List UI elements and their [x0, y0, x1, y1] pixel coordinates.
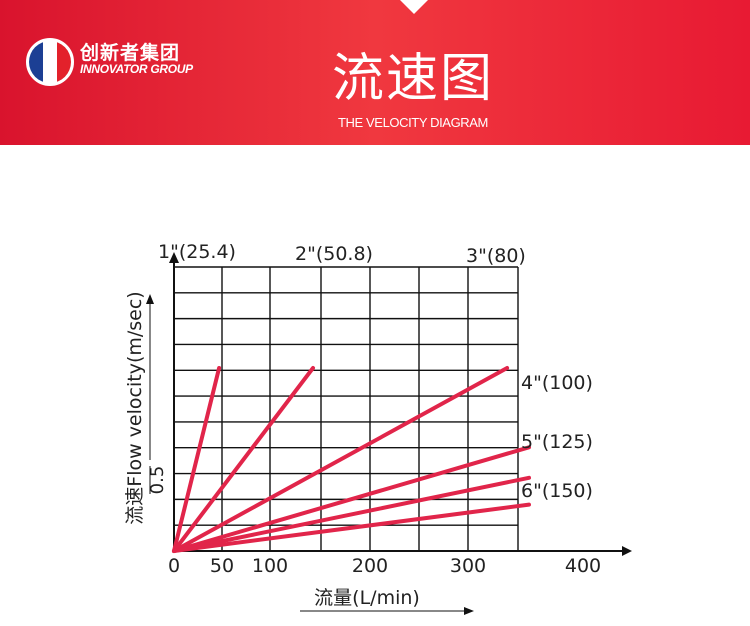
series-label-4: 4"(100): [521, 372, 593, 394]
header-notch: [400, 0, 428, 14]
x-title-arrow-icon: [464, 607, 474, 615]
x-tick-label: 0: [168, 555, 180, 577]
x-tick-label: 50: [210, 555, 234, 577]
page-title: 流速图: [331, 49, 494, 109]
page-subtitle: THE VELOCITY DIAGRAM: [338, 115, 488, 130]
series-line-6: [172, 502, 531, 553]
series-label-6: 6"(150): [521, 480, 593, 502]
brand-name-cn: 创新者集团: [80, 42, 181, 64]
y-axis-title: 流速Flow velocity(m/sec): [124, 291, 146, 524]
series-label-3: 3"(80): [466, 245, 526, 267]
chart-grid: [173, 266, 519, 552]
brand-name-en: INNOVATOR GROUP: [80, 62, 193, 76]
series-label-5: 5"(125): [521, 431, 593, 453]
series-line-1: [172, 366, 222, 553]
x-axis-arrow-icon: [622, 546, 632, 556]
series-line-5: [172, 475, 531, 553]
header-banner: 创新者集团 INNOVATOR GROUP 流速图 THE VELOCITY D…: [0, 0, 750, 145]
series-line-3: [172, 366, 510, 553]
series-label-2: 2"(50.8): [295, 243, 373, 265]
y-title-arrow-icon: [146, 294, 154, 304]
series-label-1: 1"(25.4): [158, 241, 236, 263]
x-tick-label: 300: [450, 555, 486, 577]
chart-labels: 1"(25.4) 2"(50.8) 3"(80) 4"(100) 5"(125) 6"(1…: [124, 241, 601, 615]
x-tick-label: 100: [252, 555, 288, 577]
chart-axes: [169, 252, 632, 556]
y-tick-label: 0.5: [147, 466, 168, 495]
flag-logo-icon: [26, 38, 74, 86]
chart-series: [172, 366, 531, 553]
series-line-4: [172, 445, 531, 553]
series-line-2: [172, 366, 315, 553]
x-axis-title: 流量(L/min): [314, 587, 420, 609]
y-axis-arrow-icon: [169, 252, 179, 263]
x-tick-label: 400: [565, 555, 601, 577]
x-tick-label: 200: [352, 555, 388, 577]
